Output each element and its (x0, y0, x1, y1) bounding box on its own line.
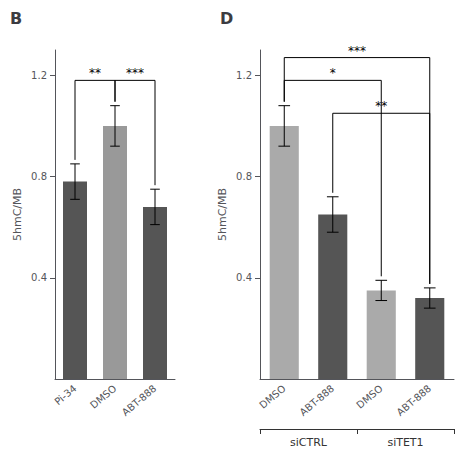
svg-text:D: D (220, 9, 233, 28)
svg-text:DMSO: DMSO (354, 383, 385, 411)
svg-text:ABT-888: ABT-888 (120, 383, 159, 418)
svg-text:Pi-34: Pi-34 (52, 383, 78, 407)
svg-text:B: B (10, 9, 22, 28)
svg-text:ABT-888: ABT-888 (297, 383, 336, 418)
svg-text:**: ** (375, 99, 387, 113)
svg-text:DMSO: DMSO (88, 383, 119, 411)
svg-text:***: *** (348, 44, 366, 58)
svg-text:0.4: 0.4 (236, 272, 252, 283)
svg-text:***: *** (126, 66, 144, 80)
svg-text:0.8: 0.8 (236, 171, 252, 182)
svg-text:1.2: 1.2 (236, 70, 252, 81)
svg-text:siTET1: siTET1 (387, 436, 423, 449)
svg-text:5hmC/MB: 5hmC/MB (11, 188, 24, 241)
svg-text:**: ** (89, 66, 101, 80)
svg-text:0.8: 0.8 (31, 171, 47, 182)
svg-text:ABT-888: ABT-888 (394, 383, 433, 418)
svg-text:*: * (330, 66, 336, 80)
svg-text:siCTRL: siCTRL (290, 436, 328, 449)
svg-text:1.2: 1.2 (31, 70, 47, 81)
svg-text:DMSO: DMSO (257, 383, 288, 411)
svg-text:5hmC/MB: 5hmC/MB (216, 188, 229, 241)
svg-text:0.4: 0.4 (31, 272, 47, 283)
